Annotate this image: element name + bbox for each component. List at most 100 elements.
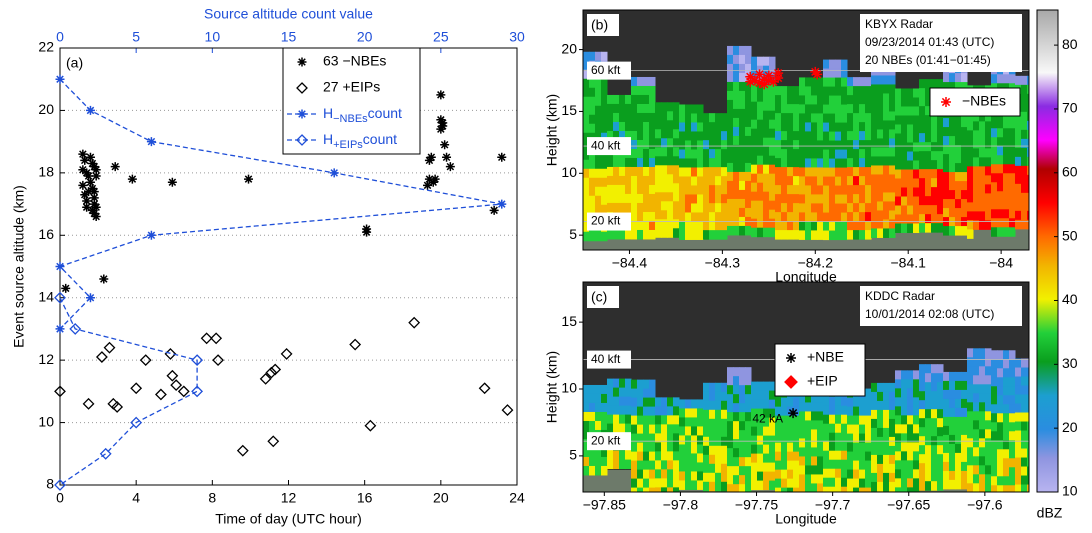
radar-cell bbox=[877, 392, 884, 402]
radar-cell bbox=[817, 122, 824, 132]
radar-cell bbox=[1027, 395, 1034, 405]
radar-cell bbox=[847, 194, 854, 204]
radar-cell bbox=[907, 178, 914, 188]
radar-cell bbox=[745, 100, 752, 110]
radar-cell bbox=[703, 158, 710, 168]
radar-cell bbox=[745, 91, 752, 101]
radar-cell bbox=[949, 444, 956, 454]
radar-cell bbox=[925, 178, 932, 188]
radar-cell bbox=[895, 442, 902, 452]
radar-cell bbox=[787, 443, 794, 453]
radar-cell bbox=[907, 451, 914, 461]
radar-cell bbox=[745, 136, 752, 146]
radar-cell bbox=[1003, 386, 1010, 396]
radar-cell bbox=[913, 151, 920, 161]
radar-cell bbox=[667, 102, 674, 112]
radar-cell bbox=[901, 442, 908, 452]
radar-cell bbox=[775, 443, 782, 453]
radar-cell bbox=[583, 115, 590, 125]
radar-cell bbox=[739, 163, 746, 173]
radar-cell bbox=[841, 114, 848, 124]
radar-cell bbox=[799, 203, 806, 213]
radar-cell bbox=[889, 383, 896, 393]
radar-cell bbox=[601, 169, 608, 179]
x-tick-label: −97.6 bbox=[967, 497, 1003, 513]
radar-cell bbox=[727, 118, 734, 128]
radar-cell bbox=[697, 426, 704, 436]
radar-cell bbox=[931, 160, 938, 170]
radar-cell bbox=[733, 466, 740, 476]
radar-cell bbox=[1009, 200, 1016, 210]
radar-cell bbox=[739, 367, 746, 377]
radar-cell bbox=[601, 457, 608, 467]
radar-cell bbox=[847, 443, 854, 453]
radar-cell bbox=[877, 75, 884, 85]
radar-cell bbox=[823, 415, 830, 425]
radar-cell bbox=[679, 140, 686, 150]
radar-cell bbox=[715, 149, 722, 159]
radar-cell bbox=[613, 167, 620, 177]
radar-cell bbox=[703, 482, 710, 492]
radar-cell bbox=[787, 104, 794, 114]
radar-cell bbox=[853, 149, 860, 159]
radar-cell bbox=[595, 88, 602, 98]
radar-cell bbox=[787, 398, 794, 408]
radar-cell bbox=[841, 406, 848, 416]
radar-cell bbox=[877, 120, 884, 129]
radar-cell bbox=[649, 158, 656, 168]
radar-cell bbox=[793, 131, 800, 141]
radar-cell bbox=[805, 429, 812, 439]
radar-cell bbox=[805, 95, 812, 105]
radar-cell bbox=[715, 122, 722, 132]
point bbox=[86, 106, 95, 115]
radar-cell bbox=[679, 408, 686, 418]
radar-cell bbox=[691, 471, 698, 481]
radar-cell bbox=[823, 442, 830, 452]
radar-cell bbox=[703, 221, 710, 231]
radar-cell bbox=[1003, 440, 1010, 450]
radar-cell bbox=[757, 454, 764, 464]
radar-cell bbox=[1015, 485, 1022, 495]
radar-cell bbox=[973, 366, 980, 376]
radar-cell bbox=[721, 221, 728, 231]
note: 09/23/2014 01:43 (UTC) bbox=[865, 35, 994, 49]
radar-cell bbox=[613, 113, 620, 123]
radar-cell bbox=[829, 460, 836, 470]
radar-cell bbox=[709, 194, 716, 204]
radar-cell bbox=[613, 397, 620, 407]
radar-cell bbox=[979, 411, 986, 421]
radar-cell bbox=[865, 86, 872, 96]
radar-cell bbox=[1009, 440, 1016, 450]
radar-cell bbox=[853, 122, 860, 132]
radar-cell bbox=[901, 106, 908, 116]
radar-cell bbox=[985, 375, 992, 385]
radar-cell bbox=[883, 228, 890, 238]
radar-cell bbox=[589, 97, 596, 107]
radar-cell bbox=[955, 199, 962, 209]
radar-cell bbox=[991, 191, 998, 201]
radar-cell bbox=[643, 221, 650, 231]
radar-cell bbox=[733, 46, 740, 56]
radar-cell bbox=[601, 79, 608, 89]
radar-cell bbox=[787, 425, 794, 435]
radar-cell bbox=[841, 195, 848, 205]
radar-cell bbox=[619, 415, 626, 425]
radar-cell bbox=[607, 95, 614, 105]
radar-cell bbox=[643, 452, 650, 462]
radar-cell bbox=[847, 95, 854, 105]
radar-cell bbox=[619, 230, 626, 240]
radar-cell bbox=[817, 438, 824, 448]
radar-cell bbox=[775, 479, 782, 489]
radar-cell bbox=[913, 460, 920, 470]
radar-cell bbox=[673, 129, 680, 139]
radar-cell bbox=[799, 176, 806, 186]
radar-cell bbox=[823, 424, 830, 434]
radar-cell bbox=[655, 460, 662, 470]
radar-cell bbox=[817, 230, 824, 240]
radar-cell bbox=[637, 167, 644, 177]
radar-cell bbox=[595, 232, 602, 242]
radar-cell bbox=[709, 230, 716, 240]
radar-cell bbox=[709, 455, 716, 465]
radar-cell bbox=[961, 208, 968, 218]
radar-cell bbox=[661, 129, 668, 139]
